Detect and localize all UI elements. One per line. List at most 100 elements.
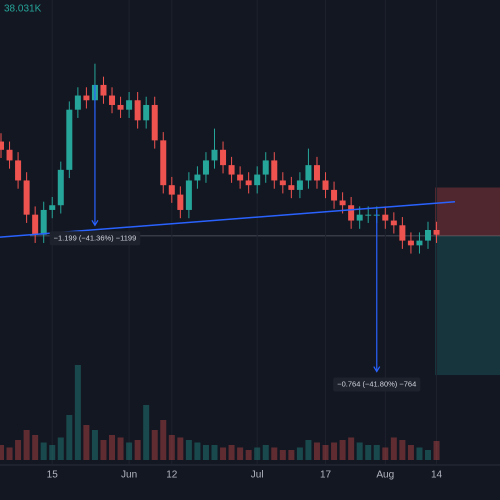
volume-bar: [254, 447, 261, 460]
volume-bar: [57, 437, 64, 460]
candle-body: [288, 185, 295, 190]
candle-body: [194, 174, 201, 181]
candle-body: [15, 160, 22, 181]
candle-body: [66, 109, 73, 170]
candle-body: [339, 200, 346, 206]
x-tick-label: Aug: [376, 470, 394, 481]
candle-body: [168, 185, 175, 195]
candle-body: [279, 180, 286, 186]
candle-body: [322, 180, 329, 190]
candle-body: [331, 189, 338, 201]
candle-body: [74, 95, 81, 110]
volume-bar: [348, 437, 355, 460]
candle-body: [425, 230, 431, 241]
candle-body: [0, 141, 4, 150]
candle-body: [237, 174, 244, 181]
volume-bar: [40, 442, 47, 460]
candle-body: [416, 240, 423, 246]
candle-body: [348, 205, 355, 221]
volume-bar: [100, 440, 107, 460]
volume-bar: [262, 445, 269, 460]
volume-bar: [49, 445, 56, 460]
candle-body: [399, 225, 406, 241]
x-tick-label: 12: [166, 470, 178, 481]
volume-legend: 38.031K: [4, 4, 42, 15]
volume-bar: [407, 445, 414, 460]
x-tick-label: 17: [320, 470, 332, 481]
measure-label: −0.764 (−41.80%) −764: [337, 380, 416, 389]
volume-bar: [382, 447, 389, 460]
measure-arrow: [91, 219, 99, 227]
stop-zone: [435, 187, 500, 236]
volume-bar: [390, 437, 397, 460]
x-tick-label: 15: [47, 470, 59, 481]
volume-bar: [74, 365, 81, 460]
x-tick-label: Jul: [251, 470, 264, 481]
x-tick-label: 14: [431, 470, 443, 481]
candle-body: [407, 240, 414, 246]
candle-body: [32, 214, 39, 235]
candle-body: [202, 160, 209, 175]
candle-body: [100, 84, 107, 96]
candle-body: [271, 160, 278, 181]
volume-bar: [271, 447, 278, 460]
volume-bar: [185, 440, 192, 460]
volume-bar: [0, 445, 4, 460]
volume-bar: [160, 420, 167, 460]
x-tick-label: Jun: [121, 470, 137, 481]
measure-label: −1.199 (−41.36%) −1199: [54, 233, 137, 242]
volume-bar: [66, 415, 73, 460]
candle-body: [117, 104, 124, 110]
volume-bar: [32, 435, 39, 460]
volume-bar: [202, 445, 209, 460]
target-zone: [435, 235, 500, 376]
volume-bar: [23, 430, 30, 460]
candle-body: [143, 104, 150, 121]
candle-body: [126, 100, 133, 110]
candle-body: [211, 149, 218, 161]
volume-bar: [194, 442, 201, 460]
candle-body: [160, 140, 167, 186]
volume-bar: [177, 437, 184, 460]
volume-bar: [245, 450, 252, 460]
candle-body: [356, 214, 363, 221]
volume-bar: [416, 447, 423, 460]
candle-body: [151, 104, 158, 141]
volume-bar: [288, 450, 295, 460]
volume-bar: [296, 447, 303, 460]
candle-body: [23, 180, 30, 215]
volume-bar: [322, 445, 329, 460]
volume-bar: [134, 440, 141, 460]
volume-bar: [117, 437, 124, 460]
candle-body: [134, 100, 141, 121]
volume-bar: [425, 450, 431, 460]
measure-label-box: [333, 377, 421, 392]
candle-body: [382, 214, 389, 221]
volume-bar: [91, 430, 98, 460]
volume-bar: [83, 425, 90, 460]
candle-body: [49, 205, 56, 210]
measure-arrow: [373, 366, 381, 373]
candle-body: [433, 230, 440, 235]
candle-body: [254, 174, 261, 186]
candle-body: [390, 220, 397, 226]
candle-body: [313, 165, 320, 181]
measure-label-box: [49, 231, 141, 246]
volume-bar: [126, 442, 133, 460]
volume-bar: [373, 445, 380, 460]
candle-body: [245, 180, 252, 186]
candle-body: [228, 165, 235, 175]
candle-body: [185, 180, 192, 210]
candle-body: [262, 160, 269, 175]
volume-bar: [365, 445, 372, 460]
candle-body: [177, 194, 184, 210]
volume-bar: [237, 447, 244, 460]
volume-bar: [339, 440, 346, 460]
candle-body: [83, 95, 90, 101]
volume-bar: [151, 430, 158, 460]
volume-bar: [279, 450, 286, 460]
volume-bar: [356, 442, 363, 460]
candle-body: [365, 214, 372, 216]
